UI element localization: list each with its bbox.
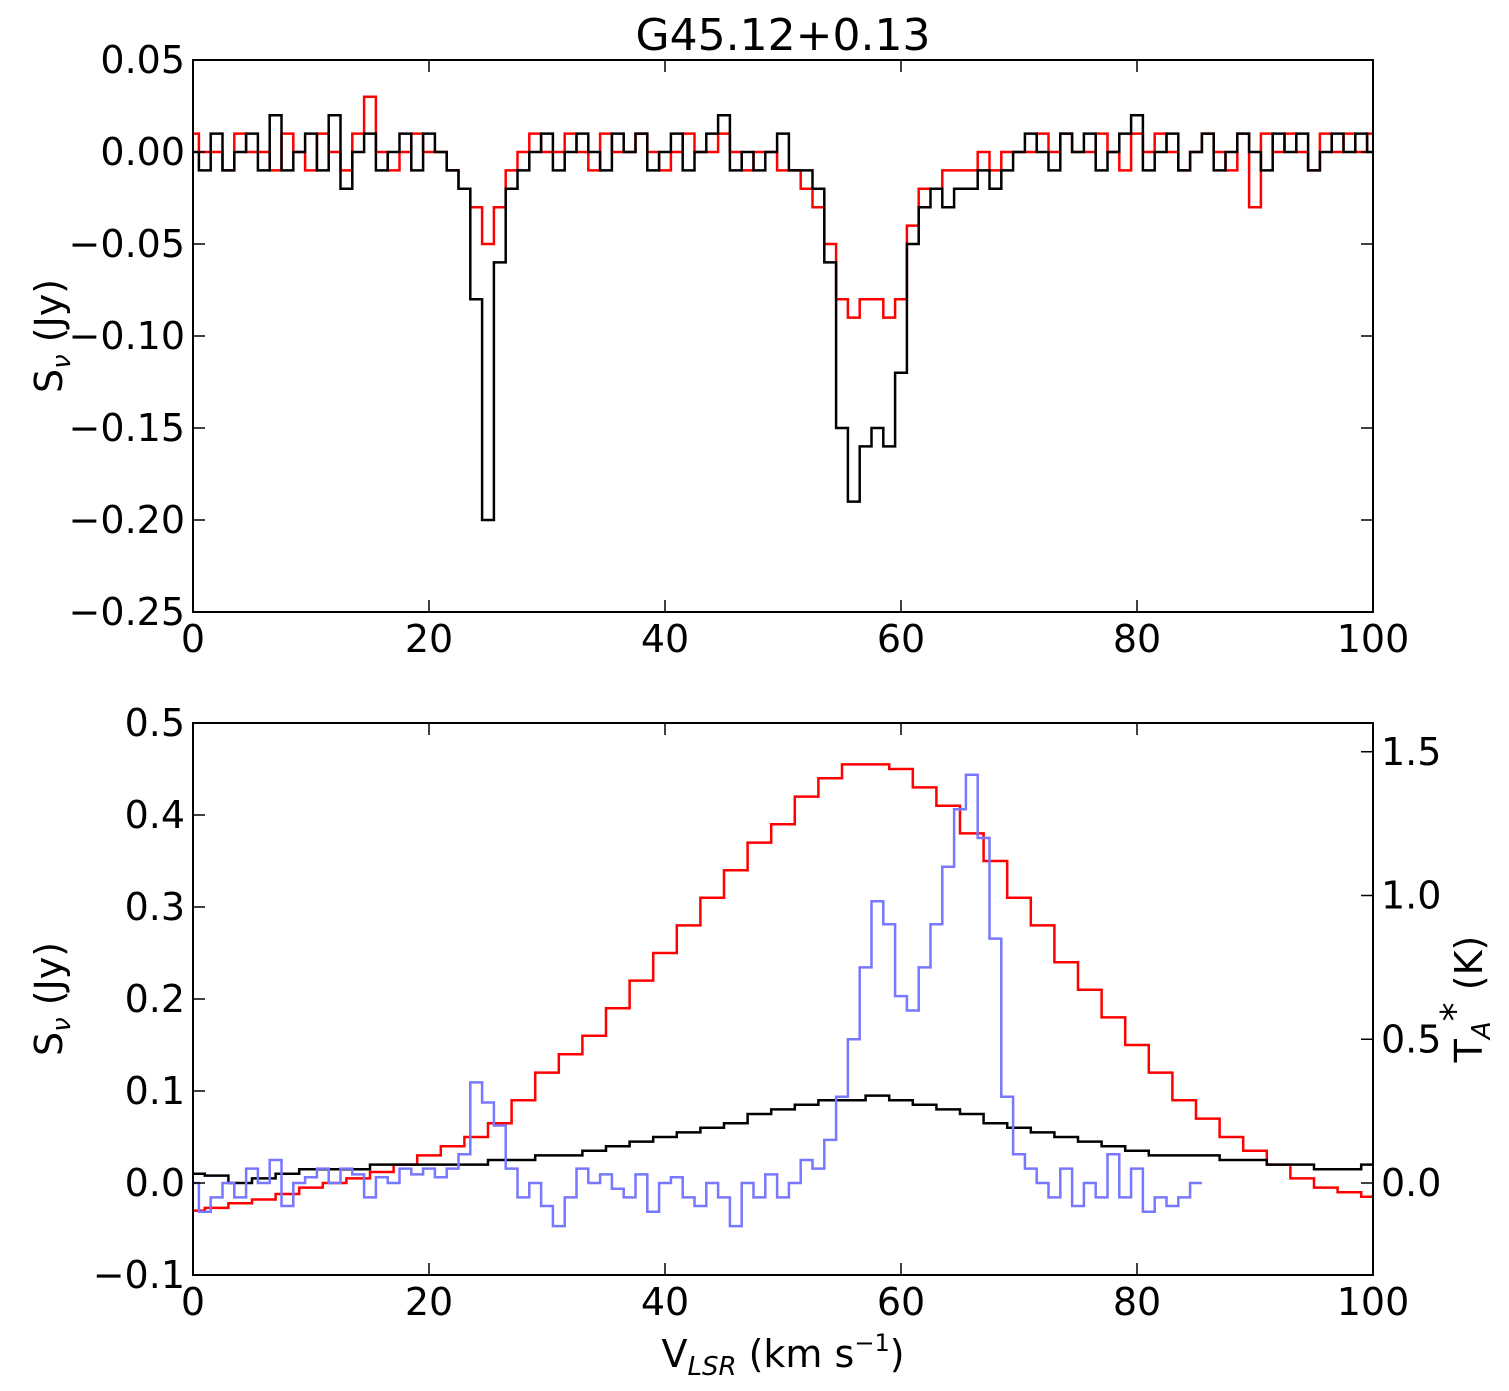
label-part: T [1447, 1038, 1491, 1063]
label-part: ν [47, 354, 77, 369]
series-line [193, 773, 1202, 1228]
y-tick-label: 0.05 [100, 38, 185, 82]
x-tick-label: 100 [1337, 1280, 1410, 1324]
x-tick-label: 0 [181, 1280, 205, 1324]
label-part: (K) [1447, 936, 1491, 1003]
y-axis-label: Sν (Jy) [27, 942, 77, 1056]
x-tick-label: 40 [641, 617, 689, 661]
series-line [193, 95, 1373, 319]
y2-tick-label: 0.0 [1381, 1161, 1441, 1205]
y-tick-label: 0.5 [125, 701, 185, 745]
y2-axis-label: TA* (K) [1433, 936, 1497, 1064]
x-tick-label: 20 [405, 1280, 453, 1324]
label-part: (Jy) [27, 279, 71, 354]
label-part: * [1433, 1002, 1477, 1021]
y-tick-label: −0.10 [69, 314, 185, 358]
y-tick-label: −0.20 [69, 498, 185, 542]
plot-area [193, 763, 1373, 1228]
axes-frame [192, 722, 1374, 1276]
chart-title: G45.12+0.13 [636, 10, 931, 61]
label-part: A [1467, 1021, 1497, 1041]
series-line [193, 113, 1373, 522]
label-part: S [27, 369, 71, 393]
label-part: V [661, 1332, 687, 1376]
y-tick-label: −0.15 [69, 406, 185, 450]
y-tick-label: 0.00 [100, 130, 185, 174]
label-part: ν [47, 1017, 77, 1032]
y-tick-label: 0.3 [125, 885, 185, 929]
x-tick-label: 20 [405, 617, 453, 661]
y-tick-label: −0.05 [69, 222, 185, 266]
y-tick-label: −0.25 [69, 590, 185, 634]
label-part: ) [890, 1332, 905, 1376]
y-tick-label: 0.4 [125, 793, 185, 837]
y-tick-label: 0.2 [125, 977, 185, 1021]
series-line [193, 1094, 1373, 1185]
plot-area [193, 95, 1373, 522]
x-tick-label: 80 [1113, 617, 1161, 661]
x-tick-label: 80 [1113, 1280, 1161, 1324]
y2-tick-label: 1.0 [1381, 874, 1441, 918]
x-tick-label: 40 [641, 1280, 689, 1324]
y-tick-label: −0.1 [93, 1253, 185, 1297]
axes-frame [192, 59, 1374, 613]
x-tick-label: 100 [1337, 617, 1410, 661]
label-part: LSR [687, 1352, 736, 1382]
label-part: (km s [737, 1332, 855, 1376]
y-tick-label: 0.0 [125, 1161, 185, 1205]
x-tick-label: 60 [877, 617, 925, 661]
label-part: (Jy) [27, 942, 71, 1017]
series-line [193, 763, 1373, 1212]
label-part: S [27, 1032, 71, 1056]
x-tick-label: 0 [181, 617, 205, 661]
y2-tick-label: 1.5 [1381, 730, 1441, 774]
x-axis-label: VLSR (km s−1) [661, 1329, 904, 1382]
y2-tick-label: 0.5 [1381, 1017, 1441, 1061]
y-axis-label: Sν (Jy) [27, 279, 77, 393]
label-part: −1 [854, 1329, 889, 1357]
x-tick-label: 60 [877, 1280, 925, 1324]
y-tick-label: 0.1 [125, 1069, 185, 1113]
